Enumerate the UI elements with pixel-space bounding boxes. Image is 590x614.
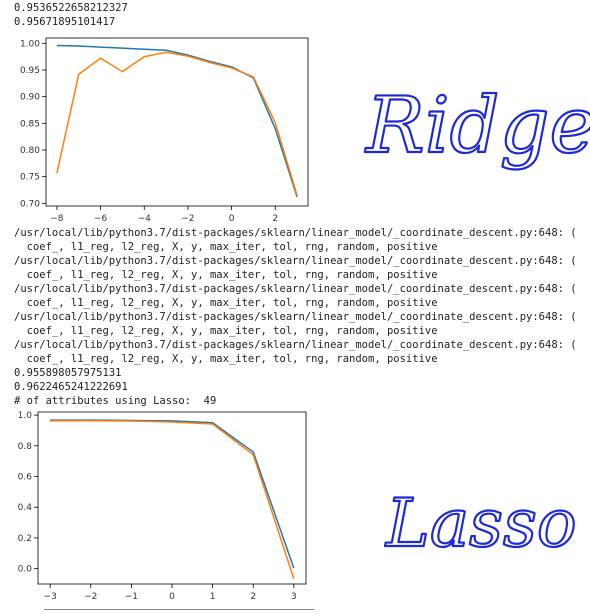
warning-path-line: /usr/local/lib/python3.7/dist-packages/s… xyxy=(14,227,577,239)
1-y-tick-label: 0.8 xyxy=(18,442,33,452)
warning-path-line: /usr/local/lib/python3.7/dist-packages/s… xyxy=(14,255,577,267)
ridge-handwritten-note: Ridge xyxy=(363,80,590,172)
1-y-tick-label: 0.6 xyxy=(18,473,33,483)
output-line-ridge-score-test: 0.95671895101417 xyxy=(14,16,116,28)
1-x-tick-label: −2 xyxy=(84,592,97,602)
next-chart-frame-edge xyxy=(44,609,314,614)
lasso-line-chart: −3 −2 −1 0 1 2 3 0.0 0.2 0.4 0.6 0.8 1.0 xyxy=(18,411,307,602)
0-series-line-orange xyxy=(56,51,298,196)
0-y-tick-label: 0.95 xyxy=(20,66,40,76)
1-x-tick-label: 2 xyxy=(250,592,256,602)
1-y-tick-label: 0.4 xyxy=(18,503,33,513)
ridge-line-chart: −8 −6 −4 −2 0 2 0.70 0.75 0.80 0.85 0.90 0.95 1.00 xyxy=(20,37,309,224)
1-x-tick-label: −1 xyxy=(125,592,138,602)
0-x-tick-label: −4 xyxy=(138,214,152,224)
0-x-tick-label: 0 xyxy=(229,214,235,224)
1-series-line-orange xyxy=(50,420,295,579)
warning-code-line: coef_, l1_reg, l2_reg, X, y, max_iter, t… xyxy=(14,241,438,253)
output-line-lasso-score-train: 0.955898057975131 xyxy=(14,367,122,379)
0-y-tick-label: 0.80 xyxy=(20,146,40,156)
0-x-tick-label: 2 xyxy=(272,214,278,224)
output-line-ridge-score-train: 0.9536522658212327 xyxy=(14,2,128,14)
output-line-lasso-attribute-count: # of attributes using Lasso: 49 xyxy=(14,395,217,407)
warning-code-line: coef_, l1_reg, l2_reg, X, y, max_iter, t… xyxy=(14,297,438,309)
0-plot-frame xyxy=(45,37,309,207)
1-plot-frame xyxy=(37,411,307,585)
warning-code-line: coef_, l1_reg, l2_reg, X, y, max_iter, t… xyxy=(14,325,438,337)
1-y-tick-label: 0.2 xyxy=(18,534,32,544)
0-x-tick-label: −8 xyxy=(50,214,64,224)
warning-code-line: coef_, l1_reg, l2_reg, X, y, max_iter, t… xyxy=(14,353,438,365)
0-y-tick-label: 0.85 xyxy=(20,119,40,129)
1-x-tick-label: 0 xyxy=(169,592,175,602)
0-y-tick-label: 0.70 xyxy=(20,199,40,209)
ridge-note-text: Ridge xyxy=(364,81,590,171)
1-x-tick-label: −3 xyxy=(44,592,57,602)
output-line-lasso-score-test: 0.9622465241222691 xyxy=(14,381,128,393)
1-x-tick-label: 1 xyxy=(210,592,216,602)
warning-code-line: coef_, l1_reg, l2_reg, X, y, max_iter, t… xyxy=(14,269,438,281)
warning-path-line: /usr/local/lib/python3.7/dist-packages/s… xyxy=(14,339,577,351)
lasso-note-text: Lasso xyxy=(385,485,577,562)
1-y-tick-label: 0.0 xyxy=(18,565,33,575)
lasso-handwritten-note: Lasso xyxy=(384,484,578,563)
0-y-tick-label: 0.90 xyxy=(20,93,40,103)
0-y-tick-label: 1.00 xyxy=(20,39,40,49)
1-x-tick-label: 3 xyxy=(291,592,297,602)
0-y-tick-label: 0.75 xyxy=(20,173,40,183)
warning-path-line: /usr/local/lib/python3.7/dist-packages/s… xyxy=(14,283,577,295)
0-x-tick-label: −6 xyxy=(94,214,108,224)
warning-path-line: /usr/local/lib/python3.7/dist-packages/s… xyxy=(14,311,577,323)
1-y-tick-label: 1.0 xyxy=(18,411,33,421)
0-x-tick-label: −2 xyxy=(181,214,194,224)
0-series-line-blue xyxy=(56,44,298,198)
